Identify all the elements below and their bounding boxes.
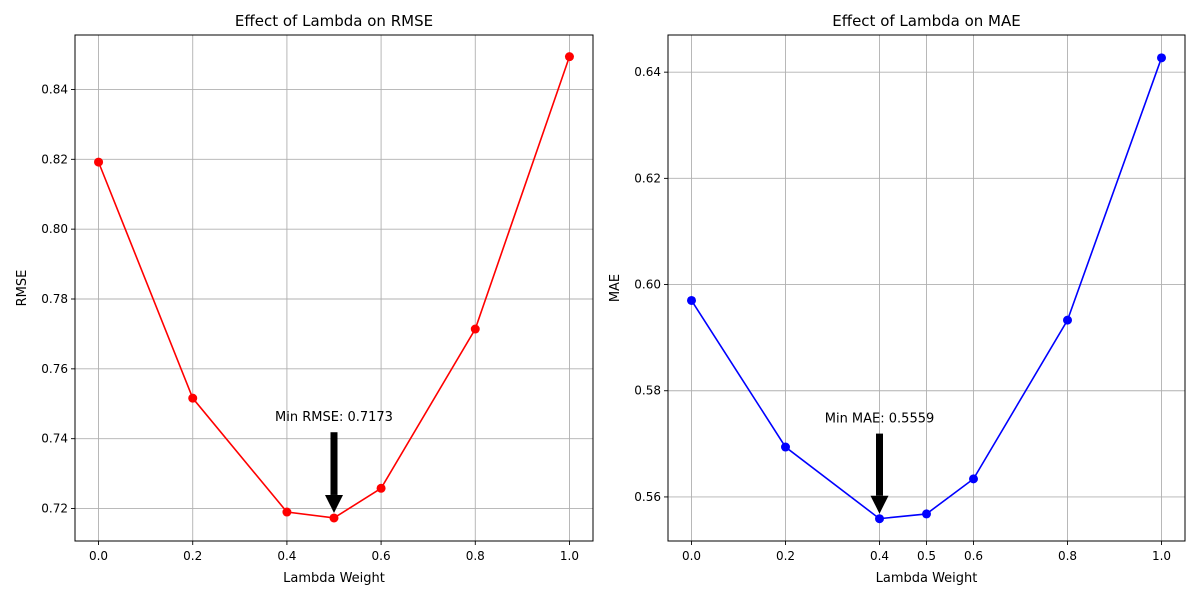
mae-x-tick-label: 0.4 — [870, 549, 889, 563]
rmse-plot-frame — [74, 34, 594, 542]
mae-y-axis-label: MAE — [608, 274, 623, 302]
rmse-x-tick-label: 0.2 — [183, 549, 202, 563]
rmse-data-point — [329, 513, 339, 523]
rmse-data-point — [188, 393, 198, 403]
rmse-y-tick-label: 0.74 — [41, 432, 68, 446]
rmse-x-tick-label: 1.0 — [560, 549, 579, 563]
rmse-x-tick-label: 0.6 — [372, 549, 391, 563]
rmse-annotation-arrow-head — [325, 494, 343, 513]
rmse-chart: 0.0 0.2 0.4 0.6 0.8 1.0 0.72 0.74 0.76 0.78 0.80 0.… — [15, 12, 594, 586]
mae-y-tick-label: 0.64 — [634, 65, 661, 79]
rmse-x-tick-label: 0.8 — [466, 549, 485, 563]
rmse-annotation-arrow-shaft — [330, 432, 338, 495]
rmse-data-point — [564, 52, 574, 62]
mae-annotation-arrow-shaft — [876, 433, 883, 496]
rmse-y-tick-label: 0.78 — [41, 292, 68, 306]
rmse-y-tick-label: 0.84 — [41, 82, 68, 96]
rmse-x-tick-label: 0.4 — [277, 549, 296, 563]
mae-data-point — [1063, 315, 1072, 325]
rmse-y-tick-label: 0.82 — [41, 152, 68, 166]
mae-annotation-label: Min MAE: 0.5559 — [825, 412, 935, 427]
rmse-data-point — [376, 483, 386, 493]
mae-annotation-arrow-head — [870, 495, 889, 514]
rmse-data-point — [470, 324, 480, 334]
mae-x-tick-label: 0.0 — [682, 549, 701, 563]
rmse-y-axis-label: RMSE — [15, 270, 30, 307]
mae-chart-title: Effect of Lambda on MAE — [832, 12, 1020, 30]
mae-data-point — [969, 474, 978, 484]
mae-data-point — [781, 442, 790, 452]
mae-plot-frame — [667, 34, 1186, 542]
rmse-data-point — [94, 157, 104, 167]
mae-x-axis-label: Lambda Weight — [876, 571, 978, 586]
mae-y-tick-label: 0.58 — [634, 384, 661, 398]
mae-data-point — [922, 509, 931, 519]
mae-x-tick-label: 1.0 — [1152, 549, 1171, 563]
rmse-data-point — [282, 507, 292, 517]
mae-x-tick-label: 0.5 — [917, 549, 936, 563]
mae-chart: 0.0 0.2 0.4 0.5 0.6 0.8 1.0 0.56 0.58 0.60 0.62 0.6… — [608, 12, 1186, 586]
mae-x-tick-label: 0.6 — [964, 549, 983, 563]
mae-data-point — [1157, 53, 1166, 63]
mae-x-tick-label: 0.8 — [1058, 549, 1077, 563]
mae-data-point — [875, 514, 884, 524]
mae-x-tick-label: 0.2 — [776, 549, 795, 563]
rmse-y-tick-label: 0.80 — [41, 222, 68, 236]
rmse-x-tick-label: 0.0 — [89, 549, 108, 563]
rmse-annotation-label: Min RMSE: 0.7173 — [275, 410, 393, 425]
rmse-chart-title: Effect of Lambda on RMSE — [235, 12, 433, 30]
mae-data-point — [687, 295, 696, 305]
mae-y-tick-label: 0.62 — [634, 171, 661, 185]
rmse-x-axis-label: Lambda Weight — [283, 571, 385, 586]
mae-y-tick-label: 0.60 — [634, 278, 661, 292]
mae-y-tick-label: 0.56 — [634, 490, 661, 504]
rmse-y-tick-label: 0.76 — [41, 362, 68, 376]
rmse-y-tick-label: 0.72 — [41, 502, 68, 516]
